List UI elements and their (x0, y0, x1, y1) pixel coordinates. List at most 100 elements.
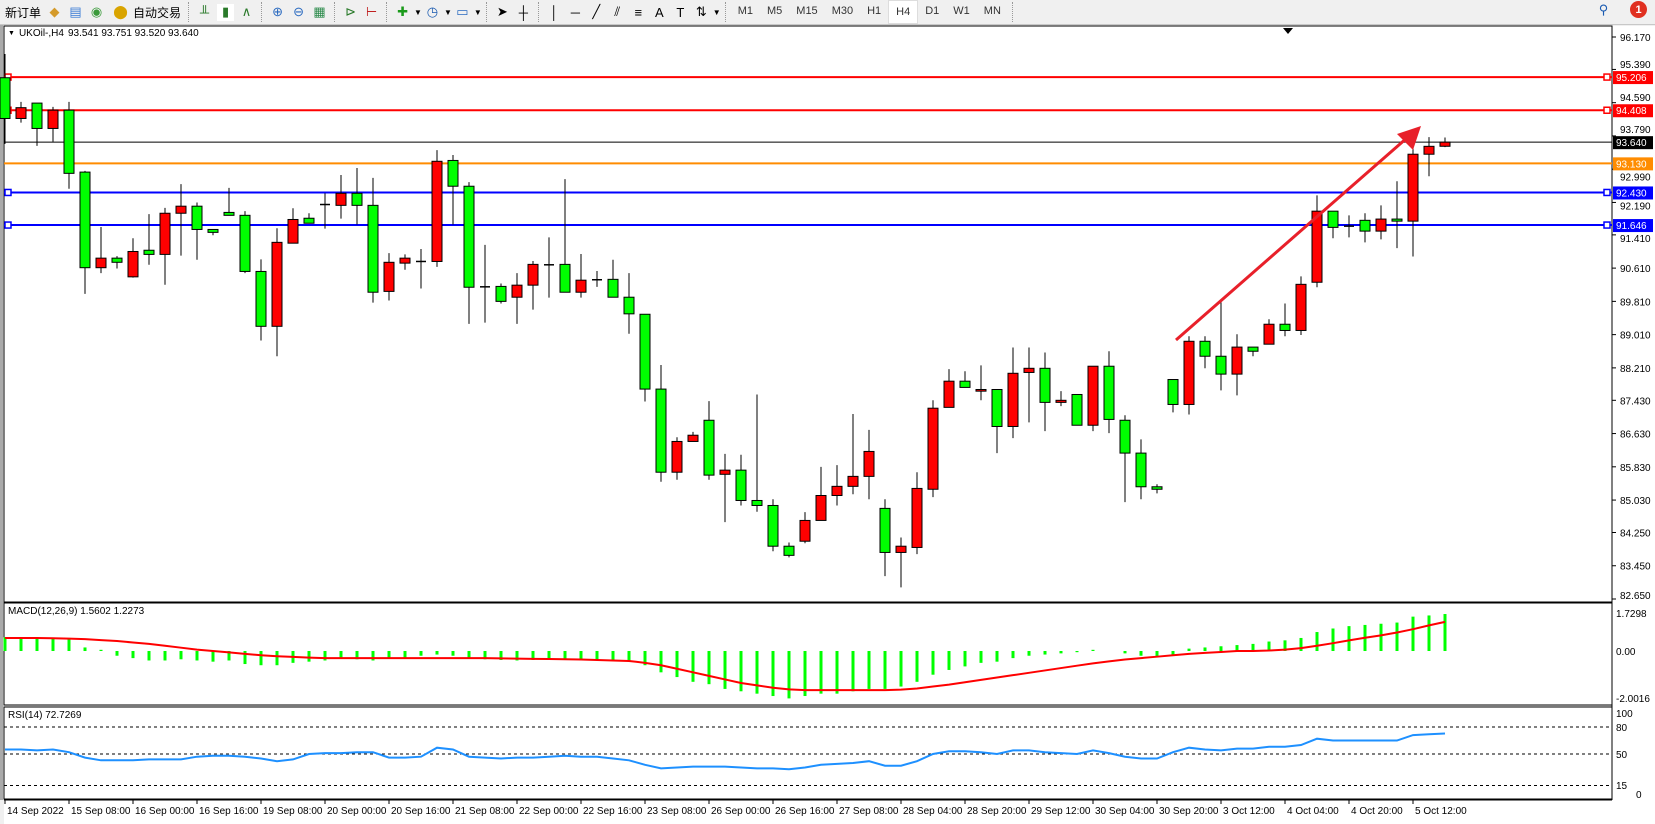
timeframe-h1-button[interactable]: H1 (867, 5, 882, 17)
time-axis (4, 800, 1655, 824)
chevron-down-icon[interactable]: ▼ (414, 7, 422, 17)
zoom-out-icon[interactable]: ⊖ (293, 4, 304, 19)
notification-badge[interactable]: 1 (1630, 1, 1647, 18)
data-window-icon[interactable]: ▤ (69, 4, 82, 19)
candle-body (1247, 346, 1259, 352)
trendline-icon[interactable]: ╱ (592, 4, 601, 19)
templates-icon[interactable]: ▭ (456, 4, 469, 19)
candle (127, 238, 139, 278)
trend-arrow-head (1397, 126, 1421, 150)
candle (351, 167, 363, 225)
candle-body (1423, 145, 1435, 155)
line-chart-icon[interactable]: ∧ (241, 4, 252, 19)
candle (320, 193, 330, 229)
candle-body (959, 380, 971, 388)
timeframe-mn-button[interactable]: MN (983, 5, 1001, 17)
candle-body (31, 102, 43, 129)
auto-scroll-icon[interactable]: ⊳ (345, 4, 356, 19)
candle (111, 256, 123, 269)
candle-body (1055, 399, 1067, 403)
price-line-tag (1613, 136, 1653, 150)
timeframe-h4-button[interactable]: H4 (888, 0, 919, 24)
timeframe-m5-button[interactable]: M5 (767, 5, 783, 17)
candle-body (847, 475, 859, 487)
candle-body (1183, 340, 1195, 405)
fibonacci-icon[interactable]: ≡ (634, 4, 643, 20)
candle (143, 214, 155, 265)
new-order-button[interactable]: 新订单 (0, 1, 44, 23)
candle (367, 177, 379, 303)
text-label-icon[interactable]: T (676, 4, 685, 20)
arrows-icon[interactable]: ⇅ (695, 4, 707, 19)
price-tick-label: 92.190 (1620, 201, 1651, 212)
candle (1039, 352, 1051, 432)
timeframe-m15-button[interactable]: M15 (796, 5, 818, 17)
time-tick-label: 27 Sep 08:00 (839, 806, 899, 817)
search-icon[interactable]: ⚲ (1598, 1, 1609, 17)
candle-body (527, 263, 539, 286)
candle-body (671, 440, 683, 473)
timeframe-m1-button[interactable]: M1 (737, 5, 753, 17)
candle-body (1263, 323, 1275, 345)
indicators-icon[interactable]: ✚ (397, 4, 408, 19)
candle (607, 259, 619, 298)
candle-body (431, 160, 443, 262)
toolbar-separator (537, 2, 540, 22)
symbol-label: UKOil-,H4 (18, 28, 64, 39)
signals-icon[interactable]: ◉ (90, 4, 103, 19)
candle (399, 254, 411, 270)
time-tick-label: 29 Sep 12:00 (1031, 806, 1091, 817)
equidistant-channel-icon[interactable]: ⫽ (614, 4, 621, 19)
toolbar-separator (334, 2, 336, 22)
candle-body (15, 107, 27, 119)
auto-trading-button[interactable]: ⬤ 自动交易 (107, 1, 184, 23)
price-line-tag (1613, 71, 1653, 85)
candle-body (351, 192, 363, 206)
cursor-icon[interactable]: ➤ (496, 4, 508, 19)
candle-body (255, 270, 267, 327)
rsi-tick-label: 100 (1616, 709, 1633, 720)
candle (623, 273, 635, 334)
zoom-in-icon[interactable]: ⊕ (272, 4, 283, 19)
bar-chart-icon[interactable]: ╨ (199, 4, 210, 20)
vertical-line-icon[interactable]: │ (550, 4, 559, 20)
auto-trading-label: 自动交易 (133, 5, 182, 20)
candle-body (911, 487, 923, 548)
market-watch-icon[interactable]: ◆ (49, 4, 60, 19)
candle (863, 429, 875, 500)
candle (175, 184, 187, 256)
horizontal-line-icon[interactable]: ─ (570, 4, 580, 20)
timeframe-m30-button[interactable]: M30 (831, 5, 854, 17)
rsi-tick-label: 0 (1636, 790, 1642, 801)
candle (1055, 391, 1067, 407)
candle (47, 106, 59, 142)
text-icon[interactable]: A (654, 4, 664, 20)
caret-down-icon[interactable]: ▼ (8, 30, 15, 37)
candle (1231, 334, 1243, 396)
candle (895, 537, 907, 588)
candle-body (463, 185, 475, 288)
price-line-tag (1613, 219, 1653, 233)
candle (1359, 213, 1371, 243)
macd-label: MACD(12,26,9) 1.5602 1.2273 (8, 606, 145, 617)
chevron-down-icon[interactable]: ▼ (712, 7, 721, 17)
periods-icon[interactable]: ◷ (426, 4, 439, 19)
timeframe-w1-button[interactable]: W1 (953, 5, 970, 17)
candle-body (895, 545, 907, 553)
candle-body (975, 388, 987, 392)
crosshair-icon[interactable]: ┼ (518, 4, 528, 20)
candle (1087, 365, 1099, 432)
chevron-down-icon[interactable]: ▼ (473, 7, 482, 17)
candle (335, 175, 347, 219)
candle (1344, 215, 1354, 238)
timeframe-d1-button[interactable]: D1 (925, 5, 940, 17)
chart-shift-icon[interactable]: ⊢ (365, 4, 378, 19)
candlestick-icon[interactable]: ▮ (217, 3, 235, 21)
price-tick-label: 87.430 (1620, 396, 1651, 407)
tile-windows-icon[interactable]: ▦ (313, 4, 326, 19)
price-tick-label: 89.010 (1620, 331, 1651, 342)
candle (191, 202, 203, 260)
chevron-down-icon[interactable]: ▼ (443, 7, 452, 17)
candle-body (367, 204, 379, 293)
